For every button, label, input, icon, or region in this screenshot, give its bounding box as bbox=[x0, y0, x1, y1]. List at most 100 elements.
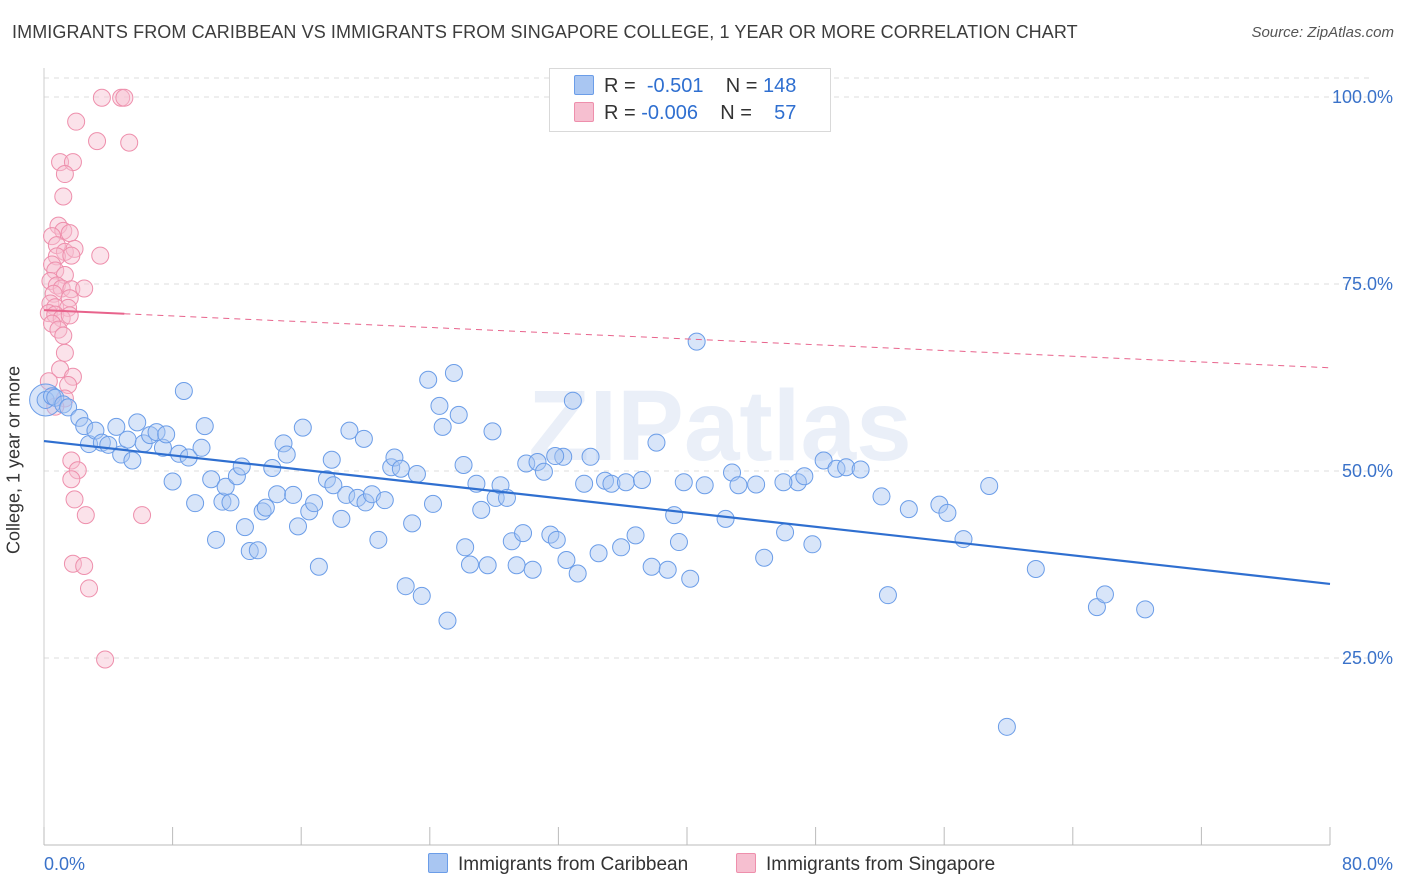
data-point-singapore bbox=[76, 506, 95, 525]
data-point-caribbean bbox=[899, 500, 918, 519]
data-point-caribbean bbox=[528, 453, 547, 472]
data-point-caribbean bbox=[774, 473, 793, 492]
data-point-caribbean bbox=[814, 451, 833, 470]
data-point-singapore bbox=[96, 650, 115, 669]
data-point-caribbean bbox=[430, 396, 449, 415]
data-point-singapore bbox=[62, 280, 81, 299]
data-point-singapore bbox=[63, 367, 82, 386]
data-point-caribbean bbox=[192, 438, 211, 457]
bottom-legend-label-caribbean: Immigrants from Caribbean bbox=[458, 854, 689, 875]
data-point-singapore bbox=[43, 227, 62, 246]
data-point-caribbean bbox=[433, 417, 452, 436]
data-point-caribbean bbox=[878, 586, 897, 605]
data-point-caribbean bbox=[729, 476, 748, 495]
bottom-legend-swatch-caribbean bbox=[428, 853, 448, 873]
data-point-caribbean bbox=[632, 470, 651, 489]
data-point-caribbean bbox=[507, 556, 526, 575]
data-point-caribbean bbox=[460, 555, 479, 574]
data-point-caribbean bbox=[658, 560, 677, 579]
data-point-caribbean bbox=[227, 467, 246, 486]
legend-n-label: N = bbox=[725, 75, 758, 97]
data-point-caribbean bbox=[403, 514, 422, 533]
data-point-caribbean bbox=[626, 526, 645, 545]
data-point-singapore bbox=[92, 88, 111, 107]
axes bbox=[43, 68, 1331, 846]
data-point-caribbean bbox=[293, 418, 312, 437]
data-point-caribbean bbox=[284, 485, 303, 504]
data-point-singapore bbox=[54, 187, 73, 206]
data-point-caribbean bbox=[369, 530, 388, 549]
data-point-caribbean bbox=[268, 485, 287, 504]
legend-r-value: -0.006 bbox=[641, 102, 698, 124]
y-tick-label: 25.0% bbox=[1342, 648, 1393, 668]
data-point-caribbean bbox=[716, 509, 735, 528]
data-point-caribbean bbox=[954, 530, 973, 549]
data-point-caribbean bbox=[517, 454, 536, 473]
tick-labels: 100.0% 75.0% 50.0% 25.0% 0.0% 80.0% bbox=[44, 87, 1393, 874]
legend-r-label: R = bbox=[604, 75, 636, 97]
data-point-caribbean bbox=[391, 459, 410, 478]
data-point-caribbean bbox=[997, 717, 1016, 736]
bottom-legend-swatch-singapore bbox=[736, 853, 756, 873]
data-point-singapore bbox=[88, 132, 107, 151]
data-point-caribbean bbox=[642, 557, 661, 576]
data-point-caribbean bbox=[375, 491, 394, 510]
data-point-caribbean bbox=[407, 464, 426, 483]
data-point-caribbean bbox=[776, 523, 795, 542]
data-point-caribbean bbox=[354, 429, 373, 448]
data-point-caribbean bbox=[235, 518, 254, 537]
data-point-caribbean bbox=[449, 405, 468, 424]
data-point-caribbean bbox=[221, 493, 240, 512]
data-point-caribbean bbox=[456, 538, 475, 557]
bottom-legend-caribbean: Immigrants from Caribbean bbox=[428, 853, 688, 876]
data-point-singapore bbox=[120, 133, 139, 152]
data-point-caribbean bbox=[472, 500, 491, 519]
data-point-caribbean bbox=[107, 417, 126, 436]
data-point-singapore bbox=[49, 320, 68, 339]
data-point-caribbean bbox=[438, 611, 457, 630]
data-point-singapore bbox=[62, 470, 81, 489]
data-point-caribbean bbox=[118, 430, 137, 449]
data-point-caribbean bbox=[575, 474, 594, 493]
bottom-legend-singapore: Immigrants from Singapore bbox=[736, 853, 995, 876]
data-point-caribbean bbox=[75, 417, 94, 436]
y-tick-label: 75.0% bbox=[1342, 274, 1393, 294]
legend-row-caribbean: R = -0.501 N = 148 bbox=[574, 75, 796, 98]
data-point-singapore bbox=[115, 88, 134, 107]
data-point-caribbean bbox=[547, 530, 566, 549]
y-tick-label: 100.0% bbox=[1332, 87, 1393, 107]
data-point-caribbean bbox=[54, 395, 73, 414]
data-point-caribbean bbox=[616, 473, 635, 492]
data-point-singapore bbox=[55, 165, 74, 184]
grid-lines bbox=[44, 77, 1370, 659]
trend-lines bbox=[43, 309, 1331, 586]
data-point-caribbean bbox=[1026, 559, 1045, 578]
series-singapore-points bbox=[39, 88, 152, 669]
data-point-caribbean bbox=[665, 506, 684, 525]
data-point-caribbean bbox=[546, 447, 565, 466]
data-point-caribbean bbox=[419, 370, 438, 389]
data-point-caribbean bbox=[274, 434, 293, 453]
data-point-caribbean bbox=[1087, 598, 1106, 617]
data-point-caribbean bbox=[412, 586, 431, 605]
data-point-caribbean bbox=[483, 422, 502, 441]
data-point-singapore bbox=[46, 261, 65, 280]
data-point-caribbean bbox=[681, 569, 700, 588]
data-point-caribbean bbox=[123, 451, 142, 470]
data-point-singapore bbox=[60, 306, 79, 325]
data-point-caribbean bbox=[396, 577, 415, 596]
data-point-caribbean bbox=[86, 421, 105, 440]
data-point-caribbean bbox=[300, 502, 319, 521]
x-tick-label: 80.0% bbox=[1342, 854, 1393, 874]
data-point-singapore bbox=[68, 461, 87, 480]
data-point-singapore bbox=[67, 112, 86, 131]
data-point-caribbean bbox=[337, 485, 356, 504]
correlation-legend: R = -0.501 N = 148 R = -0.006 N = 57 bbox=[549, 68, 831, 132]
legend-swatch-caribbean bbox=[574, 75, 594, 95]
bottom-legend-label-singapore: Immigrants from Singapore bbox=[766, 854, 996, 875]
data-point-caribbean bbox=[557, 551, 576, 570]
data-point-caribbean bbox=[827, 459, 846, 478]
data-point-caribbean bbox=[674, 473, 693, 492]
trend-line-singapore-dashed bbox=[124, 313, 1331, 369]
